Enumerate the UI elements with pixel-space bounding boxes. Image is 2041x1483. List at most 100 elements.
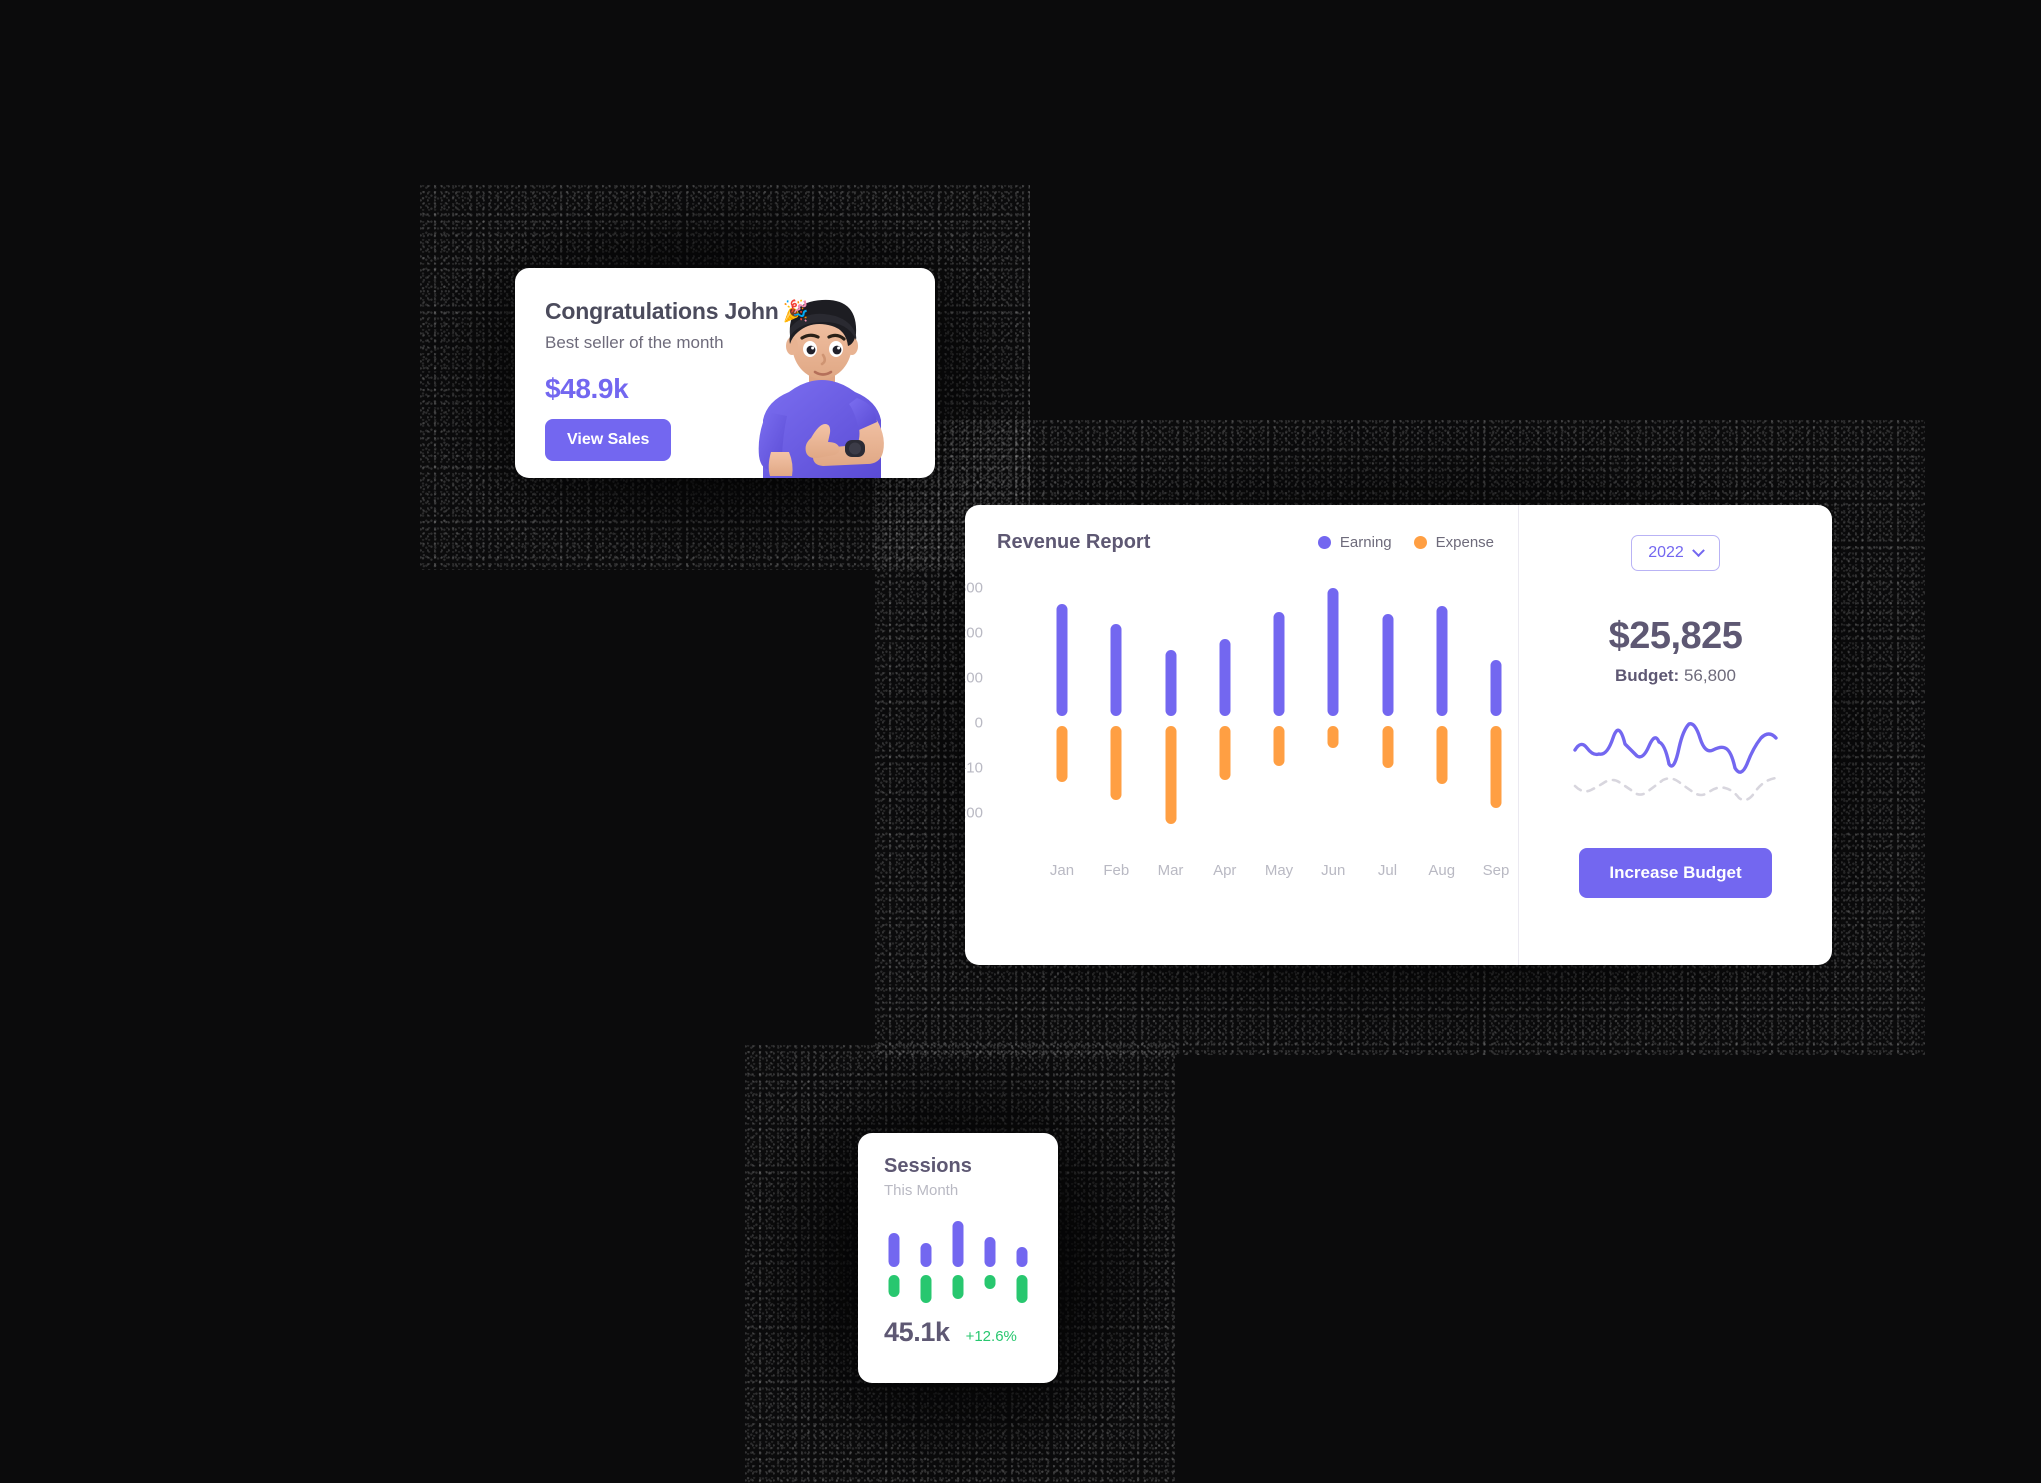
sessions-bar-up-2[interactable] xyxy=(920,1243,932,1267)
bar-earning-apr[interactable] xyxy=(1219,639,1231,716)
bar-expense-apr[interactable] xyxy=(1219,726,1231,780)
sessions-value: 45.1k xyxy=(884,1317,950,1347)
bar-column-mar[interactable] xyxy=(1150,584,1192,844)
bar-expense-jan[interactable] xyxy=(1056,726,1068,782)
bar-column-may[interactable] xyxy=(1258,584,1300,844)
view-sales-button[interactable]: View Sales xyxy=(545,419,672,461)
sparkline-budget xyxy=(1573,776,1778,802)
chevron-down-icon xyxy=(1691,543,1705,557)
revenue-chart-panel: Revenue Report Earning Expense 300 200 1 xyxy=(965,505,1518,965)
sessions-column-1[interactable] xyxy=(886,1221,902,1297)
panel-divider xyxy=(1518,505,1519,965)
bar-expense-aug[interactable] xyxy=(1436,726,1448,784)
bar-earning-jul[interactable] xyxy=(1382,614,1393,716)
congratulations-title-text: Congratulations John xyxy=(545,298,779,324)
bar-expense-may[interactable] xyxy=(1273,726,1285,766)
legend-dot-earning xyxy=(1317,536,1331,549)
bar-expense-jul[interactable] xyxy=(1382,726,1393,768)
x-label-apr: Apr xyxy=(1213,862,1237,879)
x-label-aug: Aug xyxy=(1428,862,1456,879)
x-label-jun: Jun xyxy=(1321,862,1346,879)
budget-label: Budget: xyxy=(1615,666,1680,685)
sessions-title: Sessions xyxy=(884,1155,972,1177)
x-label-feb: Feb xyxy=(1103,862,1130,879)
bar-earning-sep[interactable] xyxy=(1490,660,1502,716)
budget-value: 56,800 xyxy=(1683,666,1736,685)
sessions-column-2[interactable] xyxy=(918,1221,934,1303)
y-tick-0: 0 xyxy=(974,714,983,732)
revenue-title: Revenue Report xyxy=(997,531,1151,553)
sessions-card: Sessions This Month xyxy=(858,1133,1058,1383)
increase-budget-button[interactable]: Increase Budget xyxy=(1579,848,1772,898)
x-label-jan: Jan xyxy=(1049,862,1075,879)
sessions-bar-up-5[interactable] xyxy=(1016,1247,1028,1267)
sessions-bar-down-2[interactable] xyxy=(920,1275,932,1303)
legend-item-expense: Expense xyxy=(1413,534,1494,551)
y-tick-neg10: -10 xyxy=(965,759,983,777)
x-label-mar: Mar xyxy=(1157,862,1184,879)
congratulations-content: Congratulations John 🎉 Best seller of th… xyxy=(515,268,935,461)
x-axis-labels: Jan Feb Mar Apr May Jun Jul Aug Sep xyxy=(1041,862,1517,879)
bar-earning-jan[interactable] xyxy=(1056,604,1068,716)
sessions-bar-up-4[interactable] xyxy=(984,1237,996,1267)
chart-legend: Earning Expense xyxy=(1317,534,1494,551)
bar-earning-aug[interactable] xyxy=(1436,606,1448,716)
sparkline-actual xyxy=(1573,722,1778,774)
sessions-subtitle: This Month xyxy=(884,1182,959,1199)
x-label-sep: Sep xyxy=(1482,862,1510,879)
party-popper-icon: 🎉 xyxy=(782,299,809,323)
year-select-value: 2022 xyxy=(1648,544,1684,561)
sessions-column-5[interactable] xyxy=(1014,1221,1030,1303)
bar-earning-mar[interactable] xyxy=(1165,650,1176,716)
y-tick-200: 200 xyxy=(965,624,983,642)
budget-sparkline xyxy=(1573,722,1778,802)
revenue-amount: $25,825 xyxy=(1608,615,1743,657)
sessions-bar-down-1[interactable] xyxy=(888,1275,900,1297)
sessions-footer: 45.1k +12.6% xyxy=(884,1317,1032,1348)
sessions-bar-up-1[interactable] xyxy=(888,1233,900,1267)
sessions-column-3[interactable] xyxy=(950,1221,966,1299)
congratulations-title: Congratulations John 🎉 xyxy=(545,298,935,325)
revenue-budget-panel: 2022 $25,825 Budget: 56,800 Increase Bud… xyxy=(1519,505,1832,965)
sessions-bar-chart xyxy=(884,1221,1032,1303)
x-label-jul: Jul xyxy=(1377,862,1398,879)
bar-column-jul[interactable] xyxy=(1367,584,1409,844)
congratulations-amount: $48.9k xyxy=(545,373,629,404)
sessions-bar-up-3[interactable] xyxy=(952,1221,964,1267)
legend-item-earning: Earning xyxy=(1317,534,1392,551)
bar-earning-feb[interactable] xyxy=(1110,624,1122,716)
sessions-bar-down-4[interactable] xyxy=(984,1275,996,1289)
bar-earning-jun[interactable] xyxy=(1327,588,1339,716)
legend-label-earning: Earning xyxy=(1339,534,1392,551)
bar-expense-sep[interactable] xyxy=(1490,726,1502,808)
y-tick-neg200: -200 xyxy=(965,804,983,822)
sessions-bar-down-3[interactable] xyxy=(952,1275,964,1299)
year-select-button[interactable]: 2022 xyxy=(1631,535,1720,571)
legend-label-expense: Expense xyxy=(1435,534,1494,551)
sessions-column-4[interactable] xyxy=(982,1221,998,1297)
bar-expense-feb[interactable] xyxy=(1110,726,1122,800)
bar-earning-may[interactable] xyxy=(1273,612,1285,716)
revenue-report-card: Revenue Report Earning Expense 300 200 1 xyxy=(965,505,1832,965)
bar-columns xyxy=(1041,584,1517,844)
revenue-header: Revenue Report Earning Expense xyxy=(997,531,1518,554)
bar-column-apr[interactable] xyxy=(1204,584,1246,844)
bar-column-aug[interactable] xyxy=(1421,584,1463,844)
budget-line: Budget: 56,800 xyxy=(1615,666,1736,686)
sessions-change-badge: +12.6% xyxy=(965,1328,1017,1345)
sessions-content: Sessions This Month xyxy=(858,1133,1058,1348)
bar-column-jun[interactable] xyxy=(1312,584,1354,844)
x-label-may: May xyxy=(1264,862,1294,879)
bar-column-jan[interactable] xyxy=(1041,584,1083,844)
congratulations-subtitle: Best seller of the month xyxy=(545,333,724,352)
bar-column-feb[interactable] xyxy=(1095,584,1137,844)
revenue-bar-chart: 300 200 100 0 -10 -200 xyxy=(965,580,1517,880)
y-tick-300: 300 xyxy=(965,579,983,597)
bar-expense-mar[interactable] xyxy=(1165,726,1176,824)
congratulations-card: Congratulations John 🎉 Best seller of th… xyxy=(515,268,935,478)
sessions-bar-down-5[interactable] xyxy=(1016,1275,1028,1303)
bar-expense-jun[interactable] xyxy=(1327,726,1339,748)
bar-column-sep[interactable] xyxy=(1475,584,1517,844)
y-tick-100: 100 xyxy=(965,669,983,687)
